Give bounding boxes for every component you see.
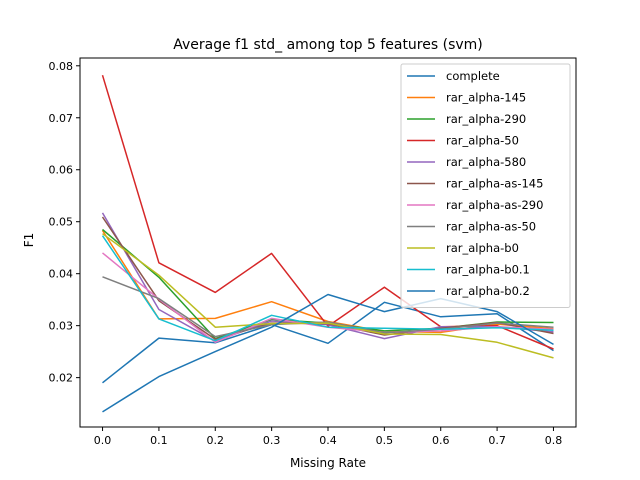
- x-tick-label: 0.5: [376, 434, 394, 447]
- legend-label: rar_alpha-145: [446, 91, 526, 105]
- series-line-rar_alpha-b0: [102, 233, 554, 359]
- series-line-complete: [102, 301, 554, 384]
- x-axis-label: Missing Rate: [290, 456, 366, 470]
- y-tick-label: 0.06: [49, 164, 74, 177]
- legend-label: rar_alpha-as-145: [446, 177, 543, 191]
- y-tick-label: 0.02: [49, 372, 74, 385]
- series-line-rar_alpha-b0.2: [102, 293, 554, 413]
- y-tick-label: 0.03: [49, 320, 74, 333]
- legend-label: rar_alpha-580: [446, 155, 526, 169]
- legend-label: rar_alpha-as-50: [446, 220, 536, 234]
- x-tick-label: 0.0: [94, 434, 112, 447]
- legend-label: rar_alpha-290: [446, 112, 526, 126]
- series-line-rar_alpha-as-50: [102, 276, 554, 338]
- legend-label: rar_alpha-as-290: [446, 198, 543, 212]
- series-line-rar_alpha-b0.1: [101, 235, 554, 342]
- y-axis: 0.02 0.03 0.04 0.05 0.06 0.07 0.08: [49, 60, 80, 385]
- series-line-rar_alpha-580: [101, 212, 554, 342]
- legend: complete rar_alpha-145 rar_alpha-290 rar_al…: [400, 63, 571, 308]
- legend-label: rar_alpha-b0.2: [446, 284, 530, 298]
- legend-label: rar_alpha-b0: [446, 241, 519, 255]
- x-tick-label: 0.3: [263, 434, 281, 447]
- y-tick-label: 0.05: [49, 216, 74, 229]
- x-tick-label: 0.6: [432, 434, 450, 447]
- plot-lines: [101, 74, 554, 413]
- x-tick-label: 0.1: [150, 434, 168, 447]
- y-tick-label: 0.04: [49, 268, 74, 281]
- legend-label: rar_alpha-b0.1: [446, 263, 530, 277]
- y-axis-label: F1: [22, 233, 36, 248]
- x-tick-label: 0.7: [488, 434, 506, 447]
- x-tick-label: 0.8: [545, 434, 563, 447]
- legend-label: complete: [446, 69, 500, 83]
- y-tick-label: 0.08: [49, 60, 74, 73]
- x-tick-label: 0.4: [319, 434, 337, 447]
- legend-label: rar_alpha-50: [446, 134, 519, 148]
- x-tick-label: 0.2: [207, 434, 225, 447]
- chart-title: Average f1 std_ among top 5 features (sv…: [173, 37, 483, 53]
- legend-box: [400, 63, 571, 308]
- x-axis: 0.0 0.1 0.2 0.3 0.4 0.5 0.6 0.7 0.8: [94, 427, 562, 447]
- y-tick-label: 0.07: [49, 112, 74, 125]
